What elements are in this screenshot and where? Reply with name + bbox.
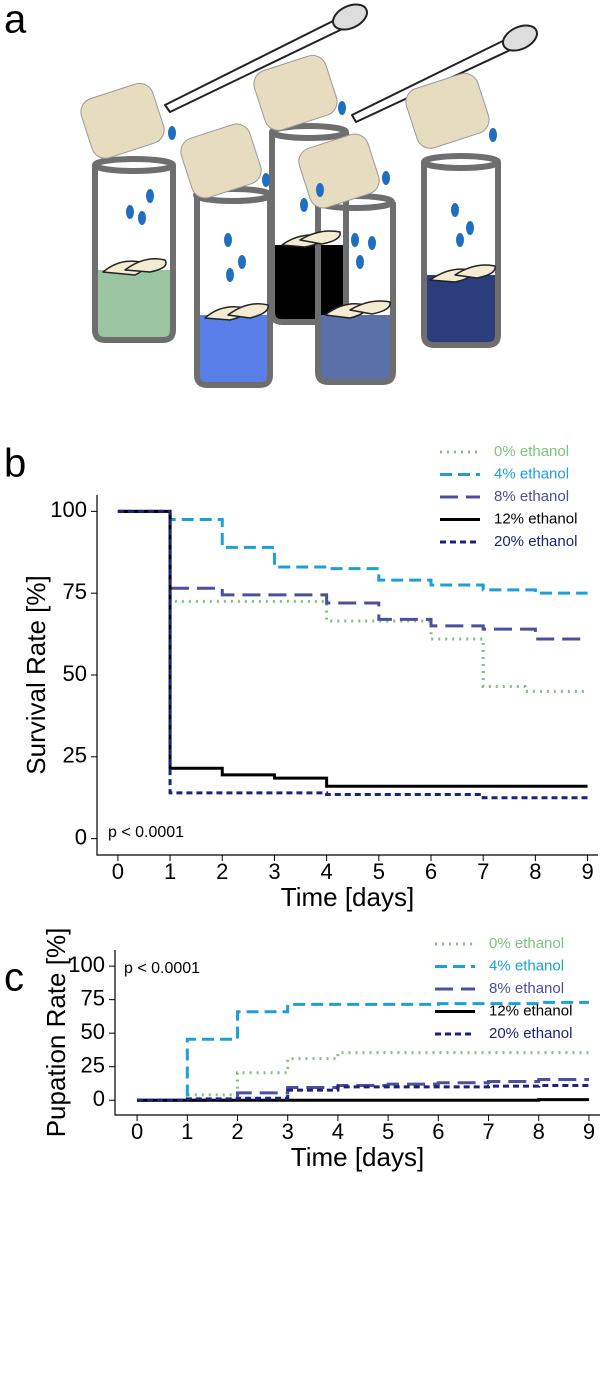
x-tick-label: 0 <box>131 1119 143 1144</box>
step-line <box>117 509 588 800</box>
x-tick-label: 3 <box>268 859 280 884</box>
x-tick-label: 2 <box>231 1119 243 1144</box>
y-axis-title: Survival Rate [%] <box>21 575 51 774</box>
legend-label: 4% ethanol <box>494 465 569 482</box>
step-line <box>137 1000 589 1102</box>
x-tick-label: 6 <box>432 1119 444 1144</box>
x-tick-label: 4 <box>321 859 333 884</box>
panel-label: b <box>4 442 26 486</box>
x-tick-label: 1 <box>164 859 176 884</box>
x-axis-title: Time [days] <box>291 1142 424 1172</box>
x-tick-label: 7 <box>482 1119 494 1144</box>
y-tick-label: 100 <box>68 952 105 977</box>
x-tick-label: 9 <box>583 1119 595 1144</box>
x-tick-label: 5 <box>382 1119 394 1144</box>
step-line <box>117 509 588 641</box>
legend-label: 12% ethanol <box>489 1002 572 1019</box>
y-tick-label: 0 <box>93 1086 105 1111</box>
step-line <box>117 509 588 788</box>
y-tick-label: 0 <box>75 824 87 849</box>
x-tick-label: 9 <box>581 859 593 884</box>
annotation: p < 0.0001 <box>124 960 200 977</box>
x-tick-label: 0 <box>112 859 124 884</box>
step-line <box>117 509 588 595</box>
y-tick-label: 50 <box>63 661 87 686</box>
x-tick-label: 8 <box>533 1119 545 1144</box>
x-tick-label: 8 <box>529 859 541 884</box>
legend-label: 4% ethanol <box>489 957 564 974</box>
x-tick-label: 7 <box>477 859 489 884</box>
step-line <box>137 1083 589 1102</box>
legend-label: 0% ethanol <box>489 935 564 952</box>
x-tick-label: 2 <box>216 859 228 884</box>
step-line <box>137 1051 589 1102</box>
step-line <box>137 1098 589 1102</box>
annotation: p < 0.0001 <box>108 824 184 841</box>
y-tick-label: 25 <box>81 1053 105 1078</box>
x-tick-label: 3 <box>282 1119 294 1144</box>
x-tick-label: 5 <box>373 859 385 884</box>
legend-label: 8% ethanol <box>489 980 564 997</box>
y-tick-label: 50 <box>81 1019 105 1044</box>
y-tick-label: 75 <box>81 985 105 1010</box>
y-tick-label: 100 <box>50 497 87 522</box>
legend-label: 20% ethanol <box>494 533 577 550</box>
x-tick-label: 6 <box>425 859 437 884</box>
x-tick-label: 1 <box>181 1119 193 1144</box>
y-tick-label: 75 <box>63 579 87 604</box>
y-tick-label: 25 <box>63 743 87 768</box>
x-axis-title: Time [days] <box>281 882 414 912</box>
step-line <box>137 1077 589 1102</box>
legend-label: 20% ethanol <box>489 1025 572 1042</box>
x-tick-label: 4 <box>332 1119 344 1144</box>
legend-label: 12% ethanol <box>494 510 577 527</box>
legend-label: 0% ethanol <box>494 443 569 460</box>
illustration <box>80 3 538 388</box>
y-axis-title: Pupation Rate [%] <box>41 928 71 1138</box>
legend-label: 8% ethanol <box>494 488 569 505</box>
panel-label: c <box>4 956 24 1000</box>
panel-label: a <box>4 0 27 42</box>
